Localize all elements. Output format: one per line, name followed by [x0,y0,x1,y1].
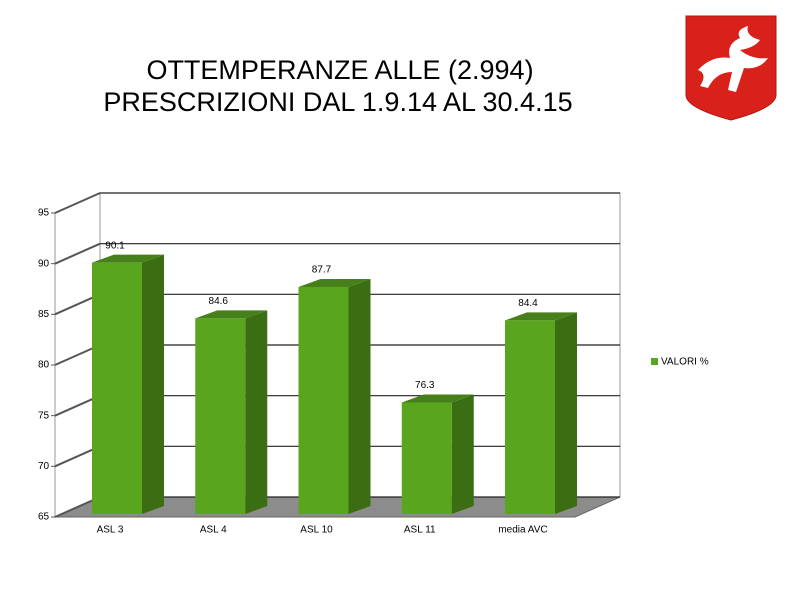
y-tick-label: 85 [38,309,50,320]
x-tick-label: media AVC [498,525,547,536]
logo [685,15,777,121]
bar-top [195,310,268,319]
bar-top [505,312,577,321]
x-tick-label: ASL 11 [404,525,436,536]
y-tick-label: 75 [38,410,50,421]
value-label: 87.7 [312,265,332,276]
y-tick-label: 80 [38,360,50,371]
bar-side [451,394,474,514]
grid-line [54,192,101,214]
bar [298,286,349,514]
bar-top [92,254,164,263]
legend-swatch [651,358,658,365]
bar-side [245,310,268,514]
y-tick-label: 65 [38,512,50,523]
x-tick-label: ASL 3 [97,525,124,536]
chart-subtitle: PRESCRIZIONI DAL 1.9.14 AL 30.4.15 [103,87,572,117]
value-label: 84.6 [209,296,229,307]
value-label: 84.4 [518,298,538,309]
bar [401,402,452,514]
y-tick-label: 70 [38,461,50,472]
x-tick-label: ASL 4 [200,525,227,536]
x-tick-label: ASL 10 [300,525,333,536]
bar [505,320,555,514]
y-tick-label: 95 [38,208,50,219]
bar [195,318,246,514]
bar-side [348,278,371,514]
bar-side [555,312,577,514]
plot-area: 65 70 75 80 85 90 95 90.1 ASL 3 84.6 ASL 4 87.7 ASL … [38,192,709,536]
bar-top [298,278,371,287]
bar [92,262,142,514]
legend-label: VALORI % [661,357,709,368]
bar-side [142,254,164,515]
chart-title: OTTEMPERANZE ALLE (2.994) [146,55,533,85]
value-label: 76.3 [415,380,435,391]
grid-line [54,242,101,265]
y-tick-label: 90 [38,258,50,269]
bar-top [401,394,474,403]
value-label: 90.1 [105,240,125,251]
